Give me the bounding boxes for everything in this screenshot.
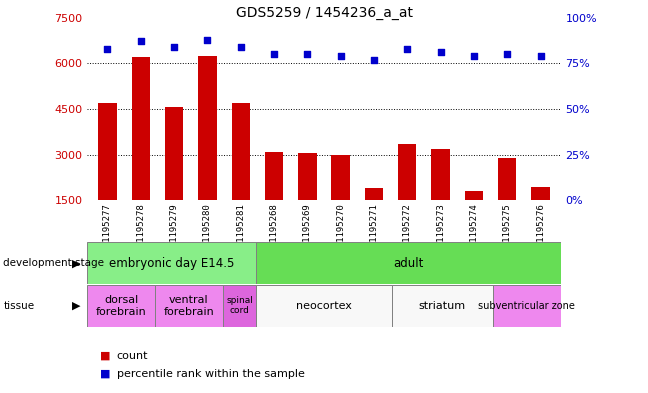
- Bar: [531, 187, 550, 200]
- Text: ■: ■: [100, 351, 111, 361]
- Text: count: count: [117, 351, 148, 361]
- Bar: [465, 191, 483, 200]
- Text: GSM1195269: GSM1195269: [303, 204, 312, 257]
- Text: GSM1195270: GSM1195270: [336, 204, 345, 257]
- Point: [435, 49, 446, 55]
- Text: ▶: ▶: [72, 301, 81, 311]
- Text: development stage: development stage: [3, 258, 104, 268]
- Point: [469, 53, 479, 59]
- Point: [102, 46, 113, 52]
- Bar: [87, 242, 257, 284]
- Text: subventricular zone: subventricular zone: [478, 301, 575, 311]
- Bar: [398, 144, 417, 200]
- Point: [535, 53, 546, 59]
- Text: GSM1195273: GSM1195273: [436, 204, 445, 257]
- Bar: [223, 285, 257, 327]
- Point: [369, 57, 379, 63]
- Text: dorsal
forebrain: dorsal forebrain: [96, 295, 146, 316]
- Text: GSM1195275: GSM1195275: [503, 204, 512, 257]
- Bar: [257, 285, 391, 327]
- Text: GSM1195271: GSM1195271: [369, 204, 378, 257]
- Bar: [265, 152, 283, 200]
- Text: percentile rank within the sample: percentile rank within the sample: [117, 369, 305, 379]
- Bar: [391, 285, 493, 327]
- Bar: [231, 103, 250, 200]
- Text: GSM1195274: GSM1195274: [469, 204, 478, 257]
- Text: striatum: striatum: [419, 301, 466, 311]
- Point: [235, 44, 246, 50]
- Text: GSM1195280: GSM1195280: [203, 204, 212, 257]
- Bar: [198, 56, 216, 200]
- Text: ■: ■: [100, 369, 111, 379]
- Text: adult: adult: [393, 257, 424, 270]
- Bar: [87, 285, 155, 327]
- Point: [402, 46, 413, 52]
- Bar: [432, 149, 450, 200]
- Text: ventral
forebrain: ventral forebrain: [163, 295, 214, 316]
- Text: GDS5259 / 1454236_a_at: GDS5259 / 1454236_a_at: [235, 6, 413, 20]
- Point: [169, 44, 179, 50]
- Text: GSM1195279: GSM1195279: [170, 204, 179, 257]
- Text: spinal
cord: spinal cord: [226, 296, 253, 316]
- Bar: [498, 158, 516, 200]
- Text: GSM1195281: GSM1195281: [237, 204, 245, 257]
- Bar: [298, 153, 316, 200]
- Text: embryonic day E14.5: embryonic day E14.5: [110, 257, 235, 270]
- Bar: [98, 103, 117, 200]
- Bar: [493, 285, 561, 327]
- Point: [336, 53, 346, 59]
- Text: GSM1195278: GSM1195278: [136, 204, 145, 257]
- Bar: [132, 57, 150, 200]
- Text: neocortex: neocortex: [296, 301, 352, 311]
- Text: ▶: ▶: [72, 258, 81, 268]
- Text: GSM1195277: GSM1195277: [103, 204, 112, 257]
- Point: [502, 51, 513, 57]
- Text: GSM1195272: GSM1195272: [403, 204, 411, 257]
- Point: [269, 51, 279, 57]
- Bar: [257, 242, 561, 284]
- Bar: [165, 107, 183, 200]
- Point: [302, 51, 312, 57]
- Bar: [365, 188, 383, 200]
- Bar: [332, 155, 350, 200]
- Text: GSM1195276: GSM1195276: [536, 204, 545, 257]
- Text: tissue: tissue: [3, 301, 34, 311]
- Bar: [155, 285, 223, 327]
- Point: [202, 37, 213, 43]
- Text: GSM1195268: GSM1195268: [270, 204, 279, 257]
- Point: [135, 38, 146, 44]
